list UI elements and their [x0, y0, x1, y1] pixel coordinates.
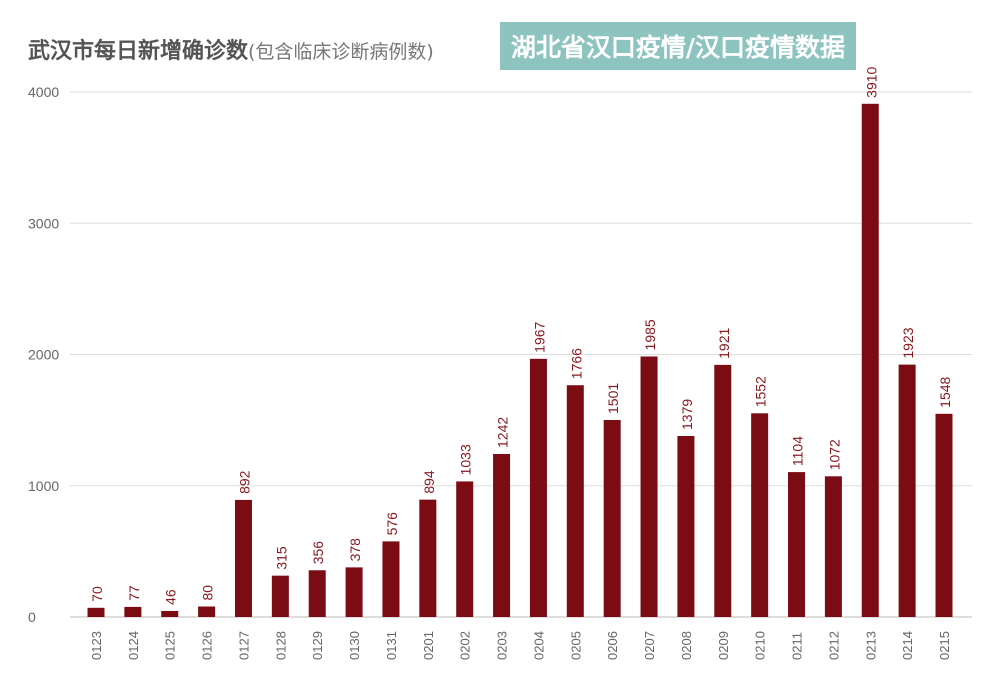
bar [382, 541, 400, 617]
x-tick-label: 0204 [531, 631, 546, 660]
bar [529, 358, 547, 617]
x-tick-label: 0123 [89, 631, 104, 660]
bar [751, 413, 769, 617]
x-tick-label: 0212 [826, 631, 841, 660]
x-tick-label: 0126 [200, 631, 215, 660]
x-tick-label: 0215 [937, 631, 952, 660]
data-label: 77 [126, 585, 142, 601]
x-tick-label: 0206 [605, 631, 620, 660]
overlay-banner: 湖北省汉口疫情/汉口疫情数据 [500, 22, 856, 70]
bar [124, 606, 142, 617]
data-label: 70 [89, 586, 105, 602]
x-tick-label: 0207 [642, 631, 657, 660]
data-label: 46 [163, 589, 179, 605]
x-tick-label: 0208 [679, 631, 694, 660]
data-label: 1548 [937, 376, 953, 407]
x-tick-label: 0202 [458, 631, 473, 660]
x-tick-label: 0209 [716, 631, 731, 660]
y-tick-label: 4000 [28, 84, 59, 100]
y-tick-label: 3000 [28, 215, 59, 231]
bar [788, 472, 806, 617]
y-tick-label: 2000 [28, 347, 59, 363]
data-label: 1921 [716, 328, 732, 359]
bar [87, 607, 105, 617]
bar [345, 567, 363, 617]
x-tick-label: 0130 [347, 631, 362, 660]
data-label: 1985 [642, 319, 658, 350]
chart-title: 武汉市每日新增确诊数(包含临床诊断病例数) [28, 33, 434, 65]
data-label: 378 [347, 538, 363, 562]
data-label: 1967 [531, 321, 547, 352]
bar [898, 364, 916, 617]
x-tick-label: 0213 [863, 631, 878, 660]
bar [640, 356, 658, 617]
data-label: 1923 [900, 327, 916, 358]
x-tick-label: 0127 [236, 631, 251, 660]
x-tick-label: 0214 [900, 631, 915, 660]
x-tick-label: 0201 [421, 631, 436, 660]
x-tick-label: 0203 [495, 631, 510, 660]
data-label: 894 [421, 470, 437, 494]
data-label: 1033 [458, 444, 474, 475]
title-main: 武汉市每日新增确诊数 [28, 39, 249, 64]
x-tick-label: 0211 [790, 632, 805, 660]
bar [824, 476, 842, 617]
data-label: 1766 [568, 348, 584, 379]
bar [714, 364, 732, 617]
x-tick-label: 0129 [310, 631, 325, 660]
data-label: 1379 [679, 399, 695, 430]
data-label: 1501 [605, 383, 621, 414]
title-subtitle: (包含临床诊断病例数) [248, 41, 434, 63]
bar [308, 570, 326, 617]
bar [677, 436, 695, 617]
data-label: 576 [384, 512, 400, 536]
bar [456, 481, 474, 617]
bar [234, 499, 252, 617]
data-label: 1552 [753, 376, 769, 407]
bar [566, 385, 584, 617]
bar [419, 499, 437, 617]
data-label: 315 [273, 546, 289, 570]
bar [935, 413, 953, 617]
y-tick-label: 1000 [28, 478, 59, 494]
y-tick-label: 0 [28, 609, 36, 625]
x-tick-label: 0205 [568, 631, 583, 660]
data-label: 1072 [826, 439, 842, 470]
bar [161, 610, 179, 617]
bar [271, 575, 289, 617]
data-label: 356 [310, 541, 326, 565]
x-tick-label: 0124 [126, 631, 141, 660]
data-label: 892 [236, 470, 252, 494]
data-label: 3910 [863, 66, 879, 97]
data-label: 1242 [495, 417, 511, 448]
x-tick-label: 0125 [163, 631, 178, 660]
data-label: 1104 [790, 436, 806, 466]
bar [603, 419, 621, 617]
x-tick-label: 0131 [384, 631, 399, 660]
x-tick-label: 0210 [753, 631, 768, 660]
bar [861, 103, 879, 617]
data-label: 80 [200, 585, 216, 601]
bar [493, 453, 511, 617]
x-tick-label: 0128 [273, 631, 288, 660]
bar [198, 606, 216, 617]
